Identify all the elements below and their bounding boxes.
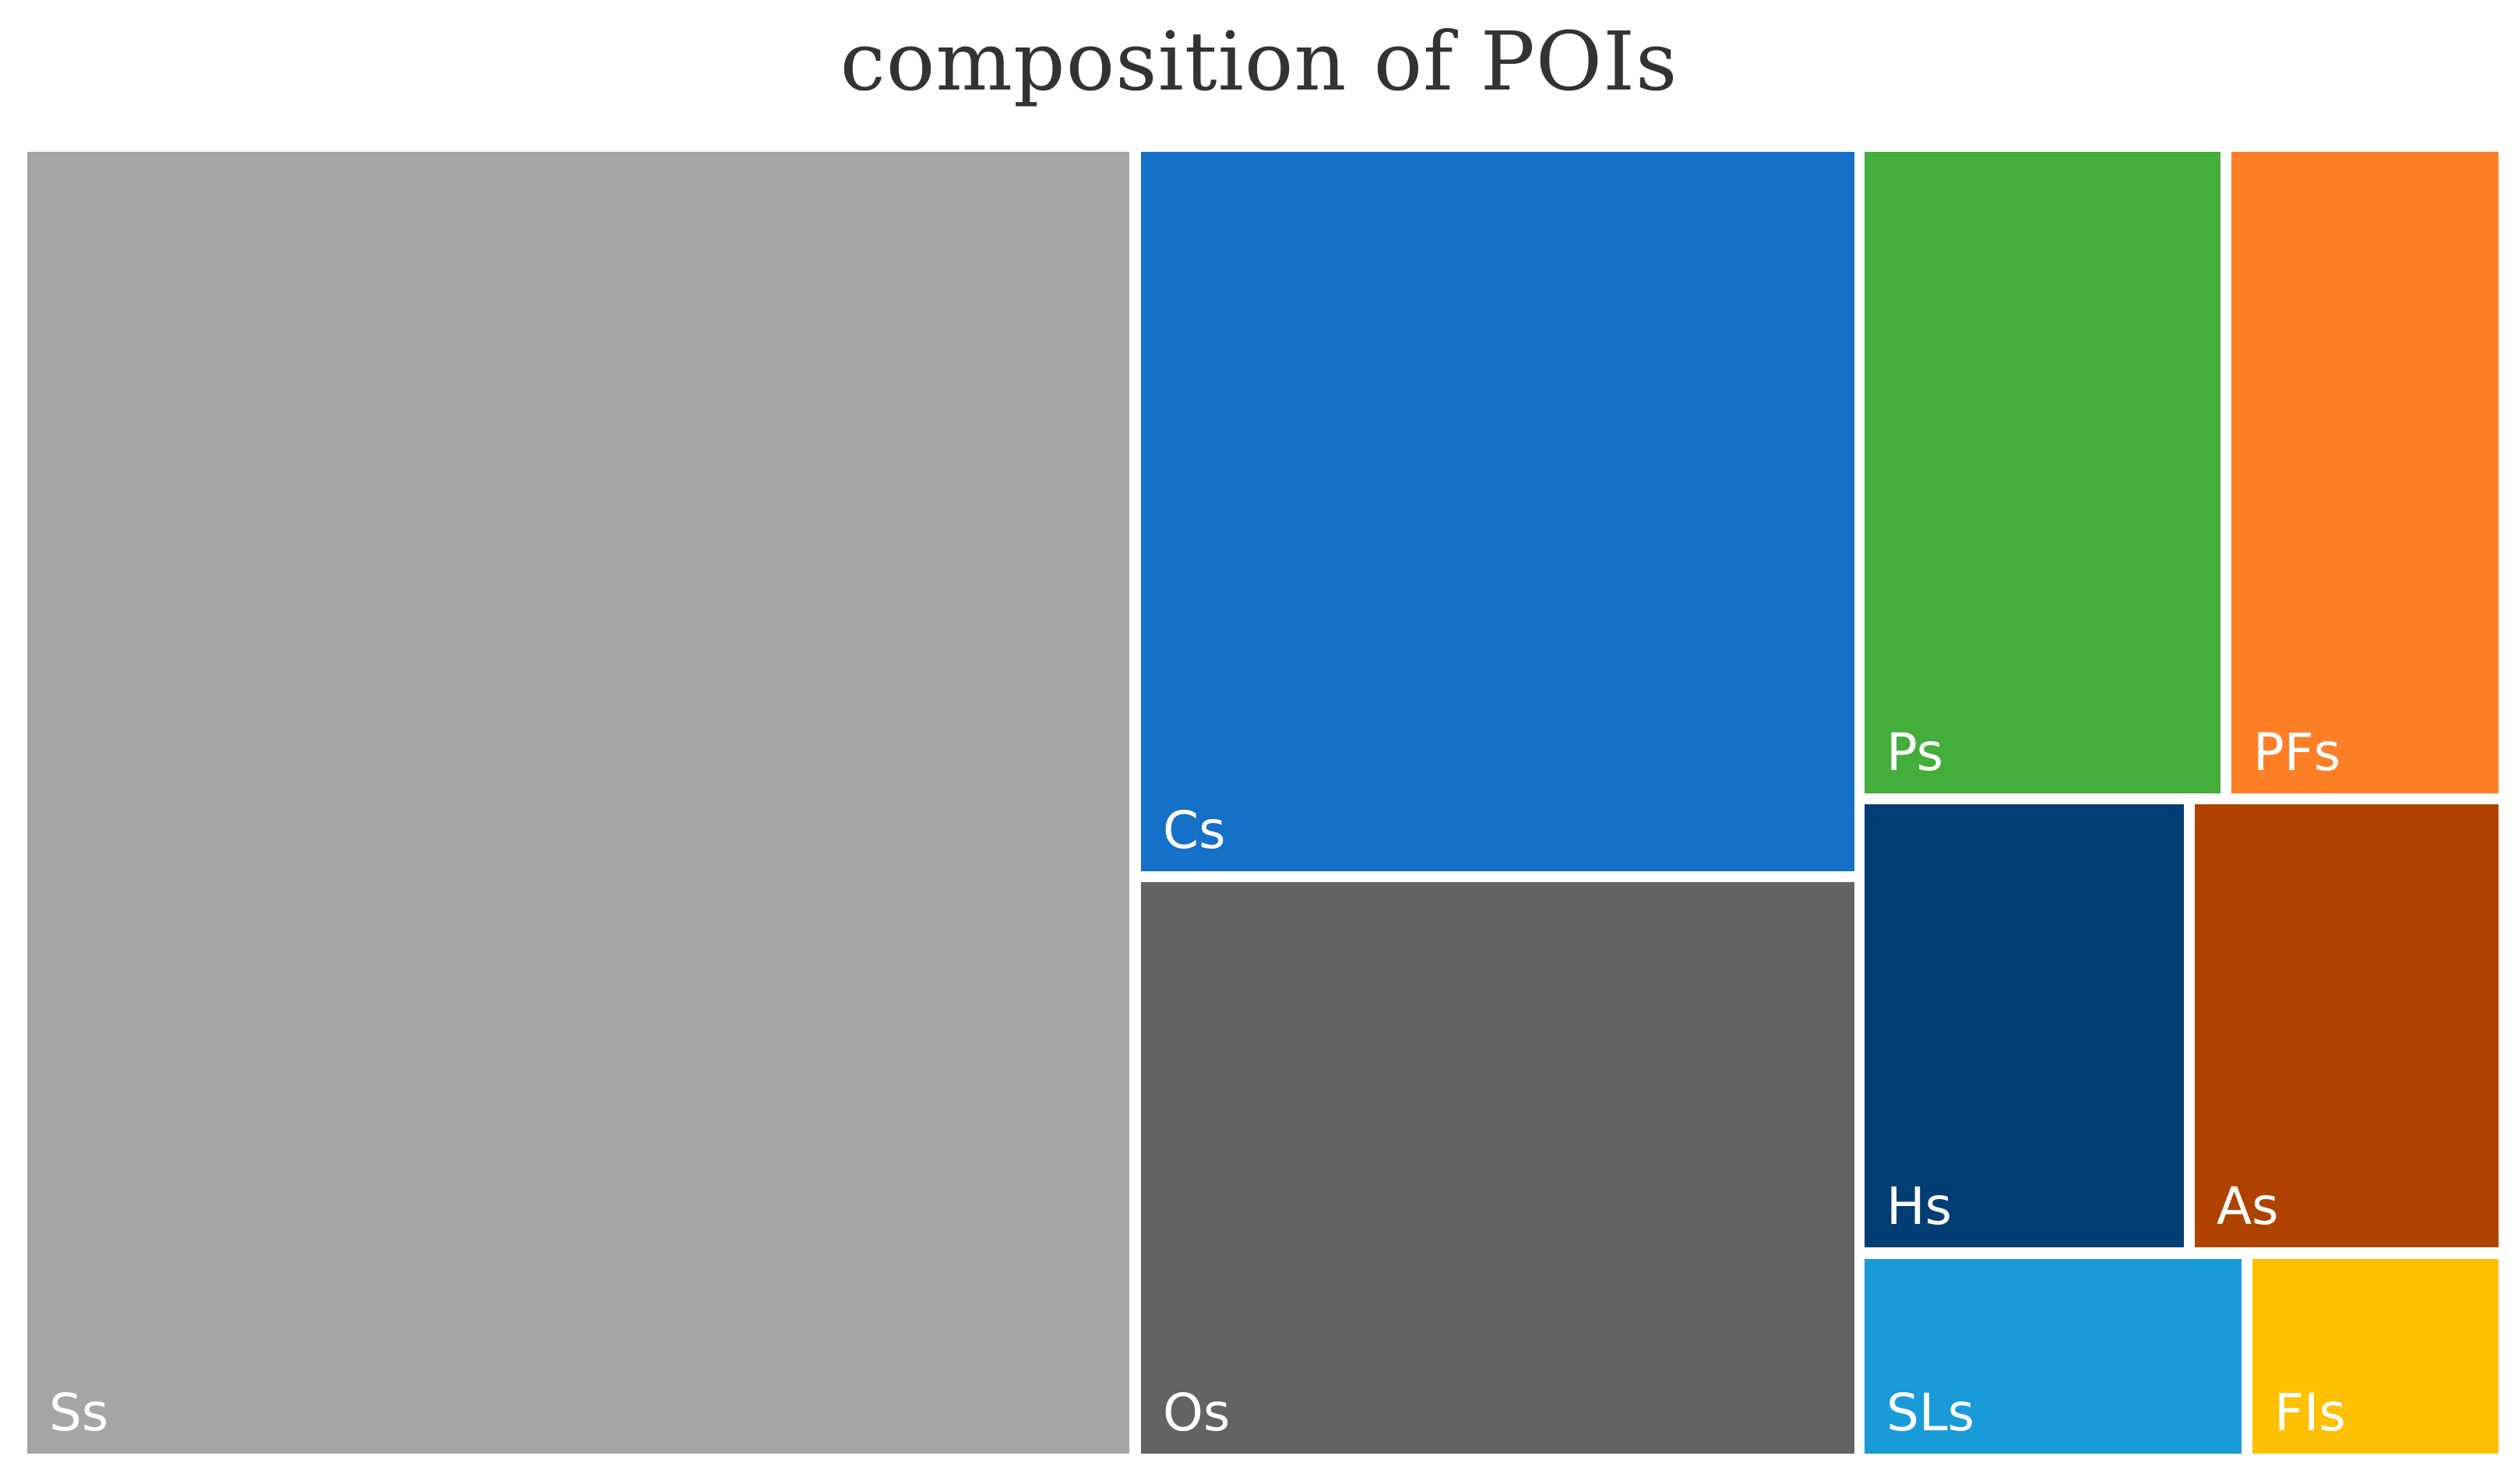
- treemap-label-ps: Ps: [1886, 723, 1943, 782]
- treemap-cell-sls: [1865, 1259, 2242, 1454]
- treemap-label-sls: SLs: [1886, 1383, 1974, 1443]
- treemap-label-cs: Cs: [1163, 800, 1225, 860]
- treemap-cell-hs: [1865, 804, 2184, 1247]
- treemap-label-pfs: PFs: [2253, 723, 2340, 782]
- treemap-label-as: As: [2217, 1176, 2279, 1236]
- treemap-cell-ps: [1865, 152, 2220, 793]
- treemap-cell-ss: [27, 152, 1129, 1454]
- treemap-cell-cs: [1141, 152, 1854, 871]
- treemap-label-os: Os: [1163, 1383, 1230, 1443]
- treemap-label-hs: Hs: [1886, 1176, 1952, 1236]
- treemap-cell-fis: [2252, 1259, 2499, 1454]
- treemap-cell-as: [2195, 804, 2499, 1247]
- treemap-cell-os: [1141, 882, 1854, 1454]
- treemap-label-ss: Ss: [49, 1383, 108, 1443]
- treemap-label-fis: FIs: [2274, 1383, 2346, 1443]
- chart-title: composition of POIs: [840, 14, 1678, 109]
- treemap-cell-pfs: [2231, 152, 2499, 793]
